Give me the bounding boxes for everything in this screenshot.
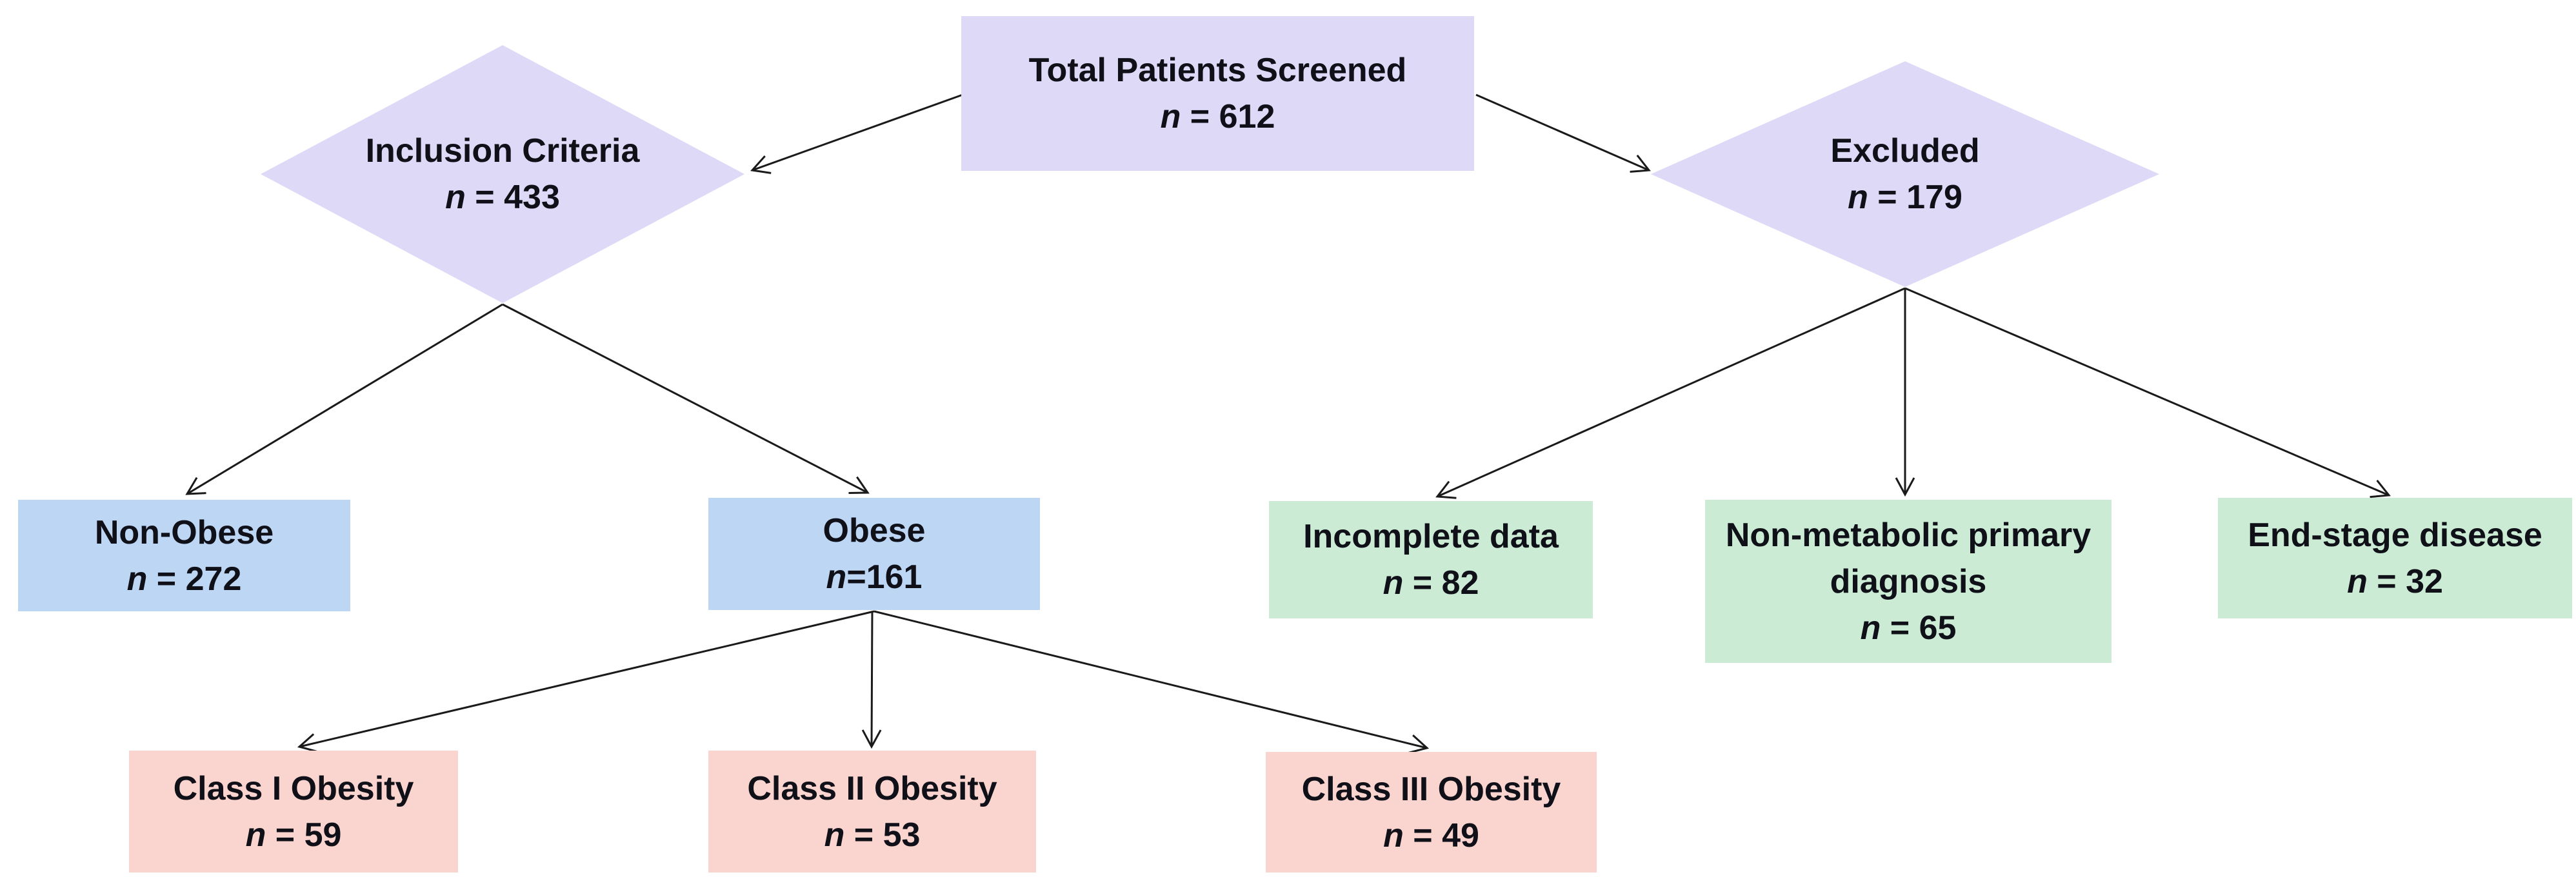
node-count: n = 65 [1861, 605, 1957, 651]
node-label: Non-Obese [94, 513, 274, 551]
node-total-patients-screened: Total Patients Screened n = 612 [961, 16, 1474, 171]
count-n: n [445, 179, 466, 216]
count-n: n [2347, 562, 2368, 600]
node-incomplete-data: Incomplete data n = 82 [1269, 501, 1593, 618]
node-count: n = 179 [1848, 174, 1962, 221]
node-obese: Obese n=161 [708, 498, 1040, 610]
count-n: n [824, 816, 845, 854]
node-class-2-obesity: Class II Obesity n = 53 [708, 751, 1036, 872]
count-n: n [126, 560, 148, 598]
count-n: n [245, 816, 266, 854]
node-label: Excluded [1830, 132, 1980, 170]
count-value: = 82 [1403, 564, 1479, 602]
node-label: End-stage disease [2248, 516, 2542, 554]
count-value: = 612 [1181, 98, 1275, 135]
count-value: = 53 [844, 816, 921, 854]
count-value: = 32 [2367, 562, 2443, 600]
count-value: = 49 [1403, 816, 1479, 854]
count-n: n [1383, 816, 1404, 854]
node-count: n = 59 [246, 812, 342, 858]
connector-obese-to-class3 [874, 610, 1430, 754]
node-label: Non-metabolic primary diagnosis [1726, 512, 2091, 605]
node-label-line-1: Non-metabolic primary [1725, 516, 2092, 554]
node-count: n = 49 [1383, 813, 1479, 859]
node-count: n=161 [826, 554, 923, 600]
node-label: Class III Obesity [1301, 770, 1561, 808]
node-count: n = 32 [2347, 558, 2443, 605]
count-value: = 59 [266, 816, 342, 854]
connector-inclusion-to-nonobese [185, 303, 503, 495]
node-count: n = 272 [127, 556, 242, 602]
count-n: n [1848, 179, 1868, 216]
node-class-1-obesity: Class I Obesity n = 59 [129, 751, 458, 872]
node-count: n = 612 [1161, 94, 1275, 140]
connector-total-to-excluded [1475, 94, 1651, 173]
count-value: = 433 [465, 179, 560, 216]
node-label: Class I Obesity [173, 769, 414, 807]
node-count: n = 53 [824, 812, 921, 858]
node-non-obese: Non-Obese n = 272 [18, 500, 350, 611]
connector-obese-to-class1 [297, 610, 875, 753]
connector-total-to-inclusion [750, 94, 963, 174]
node-label: Class II Obesity [747, 769, 997, 807]
connector-inclusion-to-obese [502, 303, 870, 495]
count-value: = 65 [1881, 609, 1957, 647]
node-label: Incomplete data [1303, 518, 1559, 555]
node-label: Obese [823, 512, 926, 549]
node-end-stage-disease: End-stage disease n = 32 [2218, 498, 2572, 618]
count-value: = 272 [147, 560, 242, 598]
count-n: n [826, 558, 847, 596]
count-value: =161 [846, 558, 923, 596]
node-label: Inclusion Criteria [365, 132, 640, 170]
node-label: Total Patients Screened [1028, 52, 1407, 89]
count-n: n [1383, 564, 1404, 602]
count-n: n [1160, 98, 1181, 135]
connector-excluded-to-incomplete [1435, 287, 1906, 499]
node-label-line-2: diagnosis [1830, 562, 1987, 600]
count-value: = 179 [1868, 179, 1962, 216]
count-n: n [1860, 609, 1881, 647]
node-class-3-obesity: Class III Obesity n = 49 [1266, 752, 1597, 872]
connector-excluded-to-endstage [1904, 287, 2391, 498]
node-non-metabolic-primary-diagnosis: Non-metabolic primary diagnosis n = 65 [1705, 500, 2112, 663]
node-count: n = 433 [445, 174, 560, 221]
node-count: n = 82 [1383, 560, 1479, 606]
